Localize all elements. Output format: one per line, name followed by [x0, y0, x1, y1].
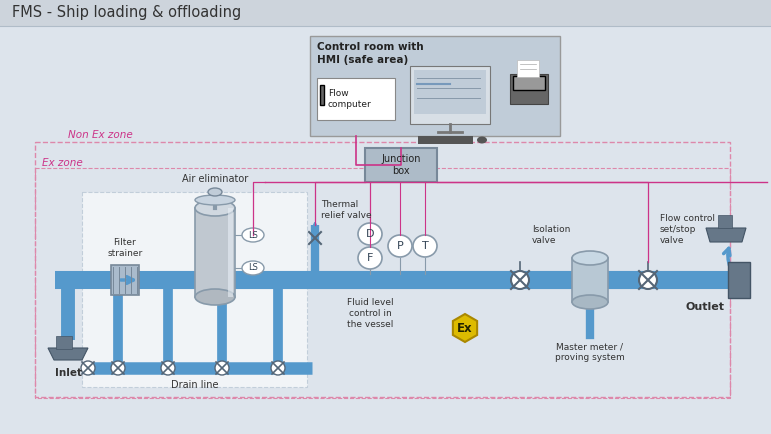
FancyBboxPatch shape — [513, 76, 545, 90]
Ellipse shape — [195, 200, 235, 216]
Ellipse shape — [161, 361, 175, 375]
Ellipse shape — [195, 289, 235, 305]
Ellipse shape — [215, 361, 229, 375]
FancyBboxPatch shape — [365, 148, 437, 182]
Ellipse shape — [271, 361, 285, 375]
FancyBboxPatch shape — [414, 70, 486, 114]
Polygon shape — [706, 228, 746, 242]
Text: Non Ex zone: Non Ex zone — [68, 130, 133, 140]
Ellipse shape — [242, 228, 264, 242]
Ellipse shape — [111, 361, 125, 375]
Polygon shape — [48, 348, 88, 360]
Text: Control room with
HMI (safe area): Control room with HMI (safe area) — [317, 42, 423, 65]
Text: Outlet: Outlet — [685, 302, 725, 312]
Text: Master meter /
proving system: Master meter / proving system — [555, 342, 625, 362]
Text: FMS - Ship loading & offloading: FMS - Ship loading & offloading — [12, 6, 241, 20]
Text: LS: LS — [248, 263, 258, 273]
FancyBboxPatch shape — [410, 66, 490, 124]
FancyBboxPatch shape — [228, 208, 233, 297]
Polygon shape — [453, 314, 477, 342]
Ellipse shape — [477, 137, 487, 144]
Text: P: P — [396, 241, 403, 251]
FancyBboxPatch shape — [82, 192, 307, 387]
Ellipse shape — [242, 261, 264, 275]
Text: LS: LS — [248, 230, 258, 240]
FancyBboxPatch shape — [728, 262, 750, 298]
Text: Filter
strainer: Filter strainer — [107, 238, 143, 258]
Text: F: F — [367, 253, 373, 263]
Ellipse shape — [639, 271, 657, 289]
FancyBboxPatch shape — [320, 85, 324, 105]
Ellipse shape — [572, 295, 608, 309]
Text: Flow control
set/stop
valve: Flow control set/stop valve — [660, 214, 715, 245]
Text: Air eliminator: Air eliminator — [182, 174, 248, 184]
FancyBboxPatch shape — [418, 136, 473, 144]
FancyBboxPatch shape — [0, 26, 771, 434]
FancyBboxPatch shape — [572, 258, 608, 302]
Text: T: T — [422, 241, 429, 251]
Text: Flow
computer: Flow computer — [328, 89, 372, 109]
Ellipse shape — [413, 235, 437, 257]
Text: Thermal
relief valve: Thermal relief valve — [321, 200, 372, 220]
FancyBboxPatch shape — [111, 265, 139, 295]
Text: Ex: Ex — [457, 322, 473, 335]
Ellipse shape — [81, 361, 95, 375]
FancyBboxPatch shape — [56, 336, 72, 349]
Ellipse shape — [358, 247, 382, 269]
Text: D: D — [365, 229, 374, 239]
Ellipse shape — [208, 188, 222, 196]
FancyBboxPatch shape — [517, 60, 539, 77]
Ellipse shape — [572, 251, 608, 265]
FancyBboxPatch shape — [718, 215, 732, 228]
Ellipse shape — [388, 235, 412, 257]
Polygon shape — [195, 208, 235, 297]
Text: Inlet: Inlet — [55, 368, 82, 378]
Text: Ex zone: Ex zone — [42, 158, 82, 168]
Ellipse shape — [195, 195, 235, 205]
Text: Junction
box: Junction box — [381, 154, 421, 176]
FancyBboxPatch shape — [317, 78, 395, 120]
FancyBboxPatch shape — [310, 36, 560, 136]
Ellipse shape — [358, 223, 382, 245]
FancyBboxPatch shape — [510, 74, 548, 104]
Ellipse shape — [511, 271, 529, 289]
Text: Drain line: Drain line — [171, 380, 219, 390]
Text: Isolation
valve: Isolation valve — [532, 225, 571, 245]
Text: Fluid level
control in
the vessel: Fluid level control in the vessel — [347, 298, 393, 329]
